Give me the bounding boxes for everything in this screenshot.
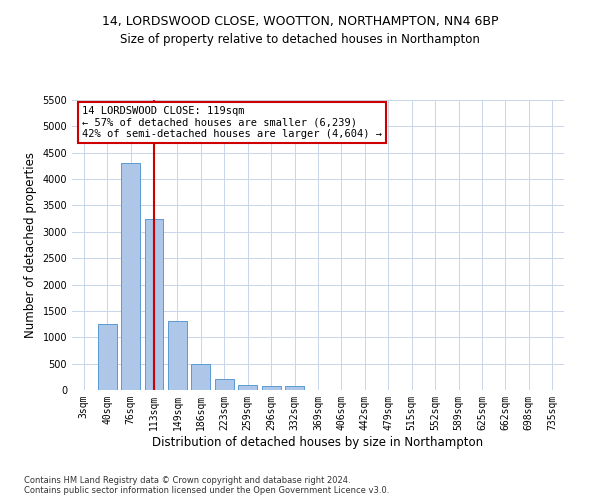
Y-axis label: Number of detached properties: Number of detached properties (24, 152, 37, 338)
Bar (168, 322, 187, 390)
Bar (285, 386, 304, 390)
Bar (121, 164, 140, 390)
Text: 14 LORDSWOOD CLOSE: 119sqm
← 57% of detached houses are smaller (6,239)
42% of s: 14 LORDSWOOD CLOSE: 119sqm ← 57% of deta… (82, 106, 382, 139)
X-axis label: Distribution of detached houses by size in Northampton: Distribution of detached houses by size … (152, 436, 484, 448)
Bar (191, 364, 210, 390)
Bar (238, 384, 257, 390)
Bar (215, 380, 233, 390)
Text: Contains HM Land Registry data © Crown copyright and database right 2024.
Contai: Contains HM Land Registry data © Crown c… (24, 476, 389, 495)
Text: 14, LORDSWOOD CLOSE, WOOTTON, NORTHAMPTON, NN4 6BP: 14, LORDSWOOD CLOSE, WOOTTON, NORTHAMPTO… (102, 15, 498, 28)
Text: Size of property relative to detached houses in Northampton: Size of property relative to detached ho… (120, 32, 480, 46)
Bar (145, 218, 163, 390)
Bar (98, 324, 116, 390)
Bar (262, 386, 281, 390)
